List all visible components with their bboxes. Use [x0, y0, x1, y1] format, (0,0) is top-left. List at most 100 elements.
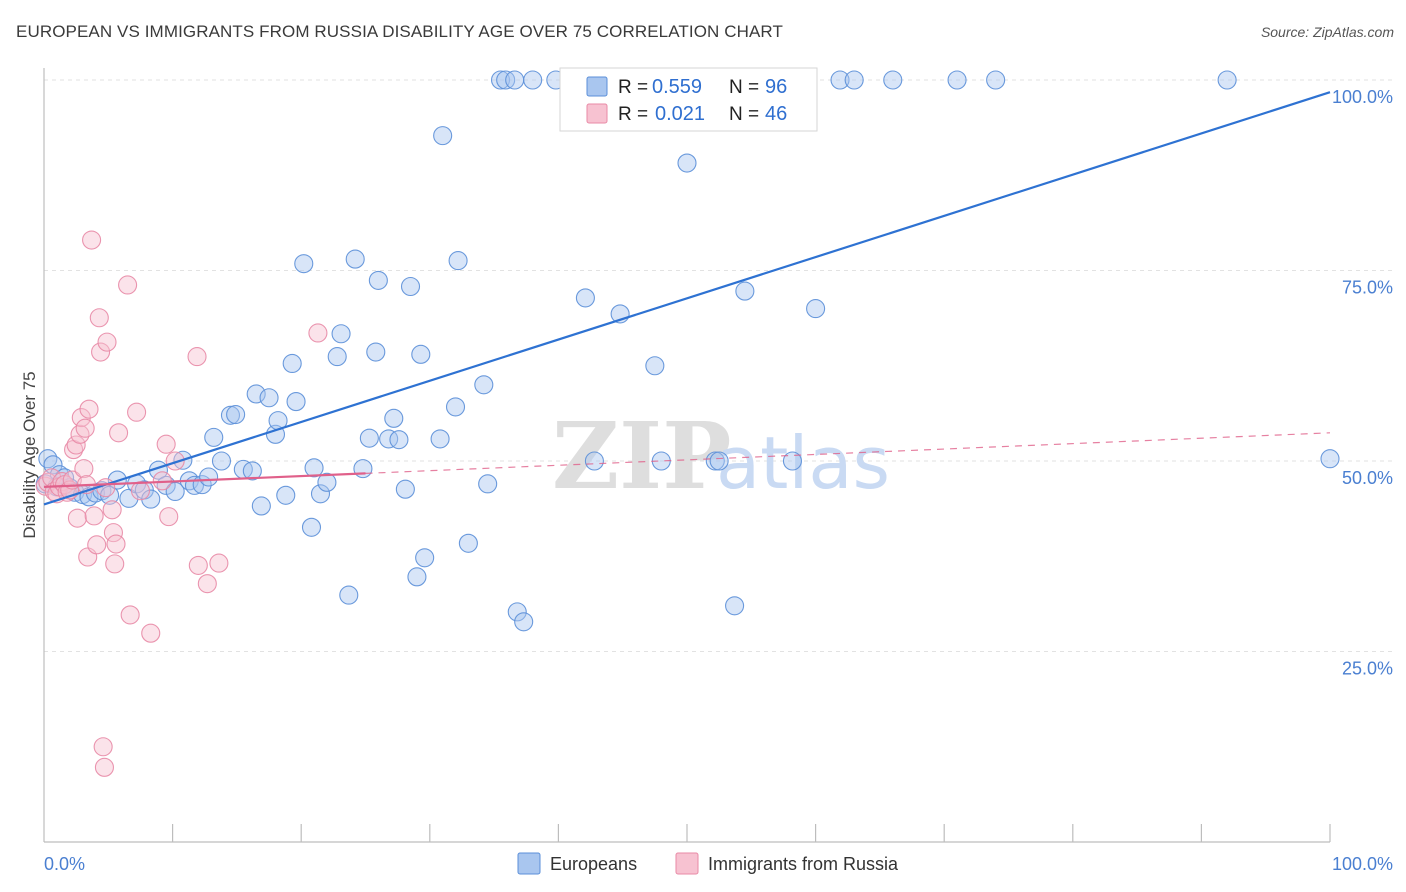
y-tick-labels: 100.0% 75.0% 50.0% 25.0% [1332, 87, 1393, 679]
data-point [187, 347, 207, 367]
bottom-legend-label-russia: Immigrants from Russia [708, 854, 899, 874]
data-point [368, 270, 388, 290]
data-point [584, 451, 604, 471]
y-tick-label: 50.0% [1342, 468, 1393, 488]
data-point [120, 605, 140, 625]
data-point [677, 153, 697, 173]
data-point [84, 506, 104, 526]
data-point [445, 397, 466, 417]
data-point [458, 533, 478, 553]
data-point [159, 507, 179, 527]
data-point [883, 70, 903, 90]
y-axis-title: Disability Age Over 75 [20, 371, 39, 538]
data-point [89, 308, 109, 328]
y-tick-label: 100.0% [1332, 87, 1393, 107]
data-point [70, 424, 90, 444]
data-point [478, 474, 498, 494]
data-point [448, 251, 468, 271]
data-point [127, 402, 147, 422]
data-point [514, 612, 534, 632]
y-tick-label: 25.0% [1342, 659, 1393, 679]
legend-r-value-2: 0.021 [655, 103, 705, 125]
data-point [301, 517, 322, 537]
legend-n-value-1: 96 [765, 76, 787, 98]
data-point [105, 554, 125, 574]
data-point [830, 70, 850, 90]
data-point [304, 458, 324, 478]
gridlines [44, 79, 1393, 652]
data-point [165, 451, 185, 471]
data-point [430, 429, 450, 449]
legend-swatch-europeans [586, 76, 608, 97]
data-point [282, 353, 302, 374]
data-point [74, 459, 94, 479]
x-tick-label-max: 100.0% [1332, 854, 1393, 874]
data-point [286, 392, 306, 412]
trend-line-europeans [43, 91, 1331, 506]
data-point [505, 70, 525, 90]
data-point [259, 388, 279, 408]
data-point [735, 281, 755, 301]
data-point [141, 623, 161, 643]
data-point [411, 344, 431, 364]
data-point [156, 434, 176, 454]
data-point [118, 275, 138, 295]
legend-n-label-1: N = [729, 77, 759, 98]
trend-lines [43, 91, 1331, 506]
data-point [94, 757, 114, 777]
data-point [407, 567, 427, 587]
data-point [400, 276, 421, 297]
data-point [204, 427, 224, 447]
data-point [106, 534, 126, 554]
trend-line-russia-solid [43, 472, 366, 489]
data-point [331, 324, 351, 344]
data-point [310, 484, 331, 504]
data-point [209, 553, 229, 573]
trend-line-russia-dashed [365, 432, 1331, 474]
data-point [251, 496, 271, 516]
watermark-zip: ZIP [552, 402, 731, 510]
data-point [211, 451, 232, 471]
data-point [1320, 449, 1340, 469]
data-point [433, 126, 453, 146]
data-point [507, 602, 527, 622]
data-point [294, 254, 314, 274]
x-tick-label-min: 0.0% [44, 854, 85, 874]
bottom-legend-swatch-europeans [517, 852, 541, 875]
data-point [188, 555, 208, 575]
data-point [103, 523, 123, 543]
y-tick-label: 75.0% [1342, 278, 1393, 298]
data-point [1217, 70, 1237, 90]
data-point [57, 482, 77, 502]
data-point [415, 548, 435, 568]
correlation-legend: R = 0.559 N = 96 R = 0.021 N = 46 [559, 67, 818, 132]
data-point [197, 574, 217, 594]
data-point [359, 428, 379, 448]
data-point [523, 70, 543, 90]
legend-r-label-2: R = [618, 104, 648, 125]
data-point [645, 356, 665, 376]
data-point [317, 472, 337, 492]
data-point [575, 288, 595, 308]
data-point [844, 70, 864, 90]
series-legend: Europeans Immigrants from Russia [517, 852, 899, 875]
x-axis-ticks [172, 824, 1331, 842]
data-point [366, 342, 386, 362]
bottom-legend-label-europeans: Europeans [550, 854, 637, 874]
data-point [379, 429, 399, 449]
legend-swatch-russia [586, 103, 608, 124]
data-point [130, 481, 150, 501]
series-europeans [35, 70, 1340, 632]
data-point [66, 435, 86, 455]
data-point [79, 399, 99, 419]
data-point [246, 384, 266, 404]
data-point [395, 479, 415, 499]
data-point [102, 500, 122, 520]
legend-n-value-2: 46 [765, 103, 787, 125]
bottom-legend-swatch-russia [675, 852, 699, 875]
data-point [242, 461, 262, 481]
data-point [345, 249, 365, 269]
data-point [986, 70, 1006, 90]
data-point [806, 299, 826, 319]
